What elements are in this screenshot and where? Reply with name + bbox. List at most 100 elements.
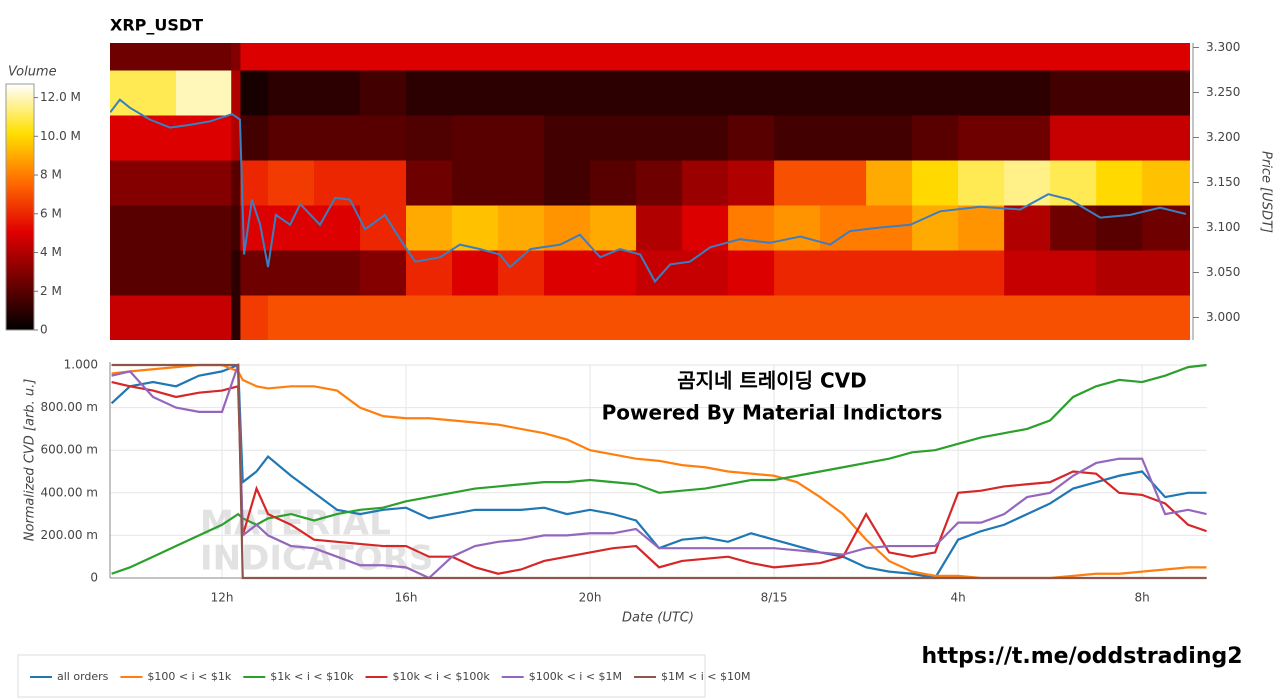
- heatmap-cell: [176, 160, 232, 206]
- heatmap-cell: [544, 250, 591, 296]
- heatmap-cell: [636, 70, 683, 116]
- heatmap-cell: [590, 70, 637, 116]
- heatmap-cell: [231, 70, 241, 116]
- footer-url: https://t.me/oddstrading2: [921, 644, 1242, 669]
- heatmap-cell: [1050, 205, 1097, 251]
- colorbar-tick-label: 10.0 M: [40, 129, 81, 143]
- heatmap-cell: [682, 43, 729, 71]
- heatmap-cell: [360, 70, 407, 116]
- heatmap-cell: [240, 70, 269, 116]
- heatmap-cell: [544, 70, 591, 116]
- heatmap-cell: [1096, 250, 1143, 296]
- heatmap-cell: [912, 43, 959, 71]
- heatmap-cell: [636, 160, 683, 206]
- heatmap-cell: [314, 250, 361, 296]
- colorbar-tick-label: 6 M: [40, 206, 62, 220]
- heatmap-cell: [452, 43, 499, 71]
- x-tick-label: 16h: [395, 591, 418, 605]
- heatmap-cell: [774, 295, 821, 340]
- heatmap-cell: [1004, 43, 1051, 71]
- heatmap-cell: [544, 160, 591, 206]
- cvd-line: [111, 380, 1207, 575]
- heatmap-cell: [774, 115, 821, 161]
- heatmap-cell: [110, 43, 177, 71]
- colorbar-tick-label: 12.0 M: [40, 90, 81, 104]
- heatmap-cell: [682, 205, 729, 251]
- heatmap-cell: [912, 160, 959, 206]
- y-tick-label: 600.00 m: [41, 443, 99, 457]
- cvd-axis-title: Normalized CVD [arb. u.]: [23, 379, 38, 542]
- cvd-line: [111, 363, 1207, 580]
- heatmap-cell: [1096, 43, 1143, 71]
- heatmap-cell: [1050, 160, 1097, 206]
- heatmap-cell: [176, 43, 232, 71]
- heatmap-cell: [590, 205, 637, 251]
- cvd-line: [111, 363, 1207, 575]
- heatmap-cell: [912, 115, 959, 161]
- heatmap-cell: [912, 70, 959, 116]
- heatmap-cell: [360, 250, 407, 296]
- heatmap-cell: [590, 43, 637, 71]
- heatmap-cell: [240, 295, 269, 340]
- heatmap-cell: [820, 295, 867, 340]
- heatmap-cell: [268, 160, 315, 206]
- heatmap-cell: [314, 205, 361, 251]
- heatmap-cell: [452, 205, 499, 251]
- heatmap-cell: [231, 115, 241, 161]
- colorbar-title: Volume: [8, 65, 57, 80]
- watermark: INDICATORS: [200, 539, 433, 579]
- heatmap-cell: [774, 43, 821, 71]
- heatmap-cell: [682, 295, 729, 340]
- colorbar-tick-label: 2 M: [40, 284, 62, 298]
- heatmap-cell: [682, 115, 729, 161]
- heatmap-cell: [314, 115, 361, 161]
- heatmap-cell: [728, 115, 775, 161]
- heatmap-cell: [240, 115, 269, 161]
- heatmap-cell: [1050, 70, 1097, 116]
- heatmap-cell: [912, 250, 959, 296]
- heatmap-cell: [110, 250, 177, 296]
- heatmap-cell: [498, 205, 545, 251]
- y-tick-label: 3.000: [1206, 310, 1240, 324]
- heatmap-cell: [406, 205, 453, 251]
- cvd-line: [110, 363, 1207, 580]
- colorbar-tick-label: 0: [40, 323, 48, 337]
- heatmap-cell: [590, 160, 637, 206]
- heatmap-cell: [498, 160, 545, 206]
- heatmap-cell: [682, 160, 729, 206]
- legend-label: all orders: [57, 670, 109, 683]
- heatmap-cell: [406, 295, 453, 340]
- heatmap-cell: [636, 205, 683, 251]
- colorbar-tick-label: 4 M: [40, 245, 62, 259]
- heatmap-cell: [820, 70, 867, 116]
- annotation: 곰지네 트레이딩 CVD: [677, 369, 866, 393]
- heatmap-cell: [406, 250, 453, 296]
- heatmap-cell: [268, 205, 315, 251]
- heatmap-cell: [590, 115, 637, 161]
- legend-label: $1k < i < $10k: [270, 670, 354, 683]
- heatmap-cell: [110, 70, 177, 116]
- heatmap-cell: [1004, 295, 1051, 340]
- heatmap-cell: [544, 295, 591, 340]
- heatmap-cell: [110, 295, 177, 340]
- heatmap-cell: [406, 70, 453, 116]
- y-tick-label: 3.200: [1206, 130, 1240, 144]
- heatmap-cell: [406, 43, 453, 71]
- heatmap-cell: [958, 205, 1005, 251]
- heatmap-cell: [360, 43, 407, 71]
- heatmap-cell: [820, 250, 867, 296]
- price-axis-title: Price [USDT]: [1259, 151, 1274, 233]
- heatmap-cell: [682, 250, 729, 296]
- heatmap-cell: [958, 70, 1005, 116]
- heatmap-cell: [866, 70, 913, 116]
- heatmap-cell: [820, 43, 867, 71]
- heatmap-cell: [1096, 295, 1143, 340]
- cvd-line: [111, 364, 1207, 580]
- heatmap-cell: [728, 205, 775, 251]
- heatmap-cell: [912, 295, 959, 340]
- heatmap-cell: [268, 250, 315, 296]
- heatmap-cell: [636, 295, 683, 340]
- heatmap-cell: [1004, 250, 1051, 296]
- colorbar: [5, 83, 35, 331]
- y-tick-label: 3.100: [1206, 220, 1240, 234]
